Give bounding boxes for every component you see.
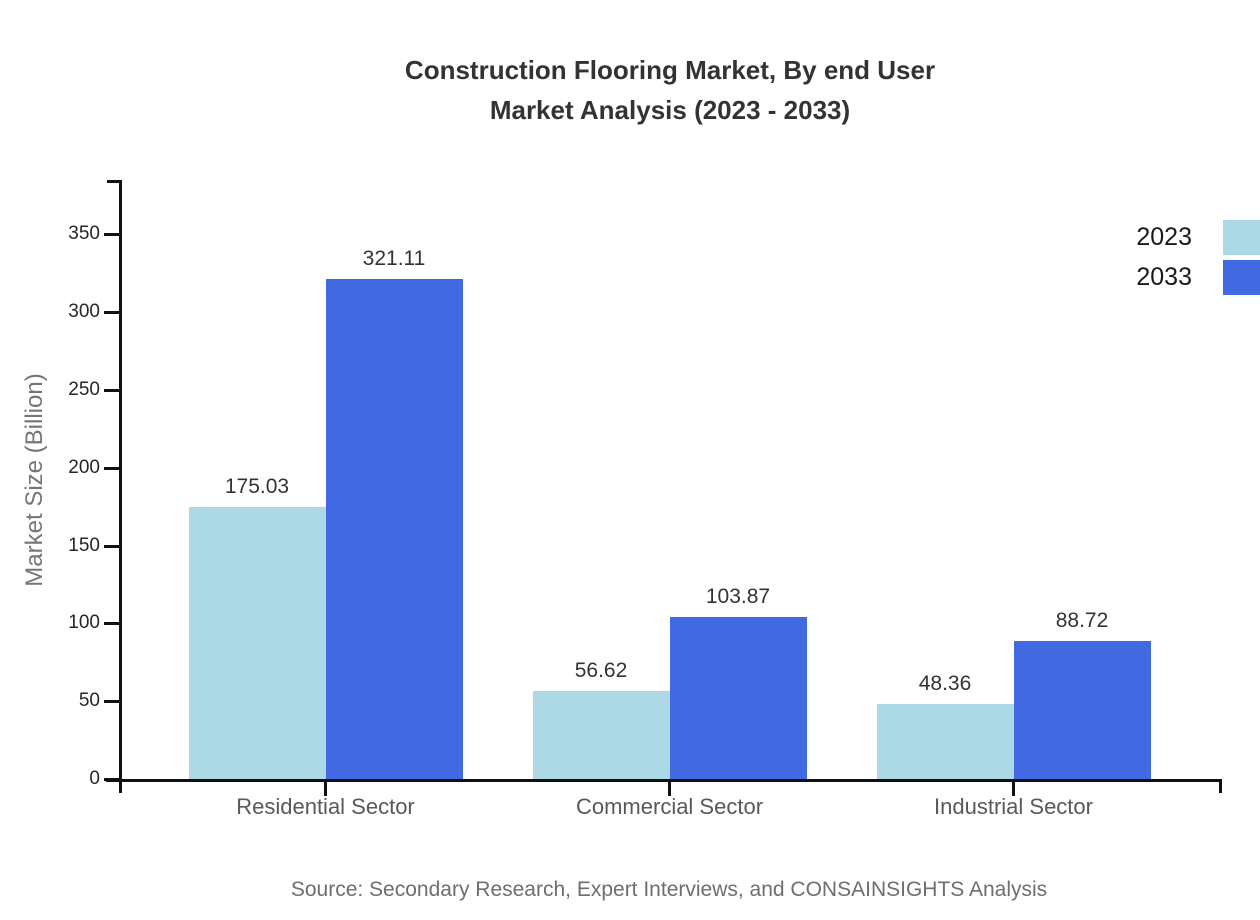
source-note: Source: Secondary Research, Expert Inter… [290,878,1048,901]
bar-value-label: 88.72 [1055,608,1109,632]
y-tick-label: 300 [68,301,100,323]
bar-2033 [1013,640,1151,779]
bar-value-label: 175.03 [224,474,290,498]
y-axis-spine [119,180,122,793]
chart-title: Construction Flooring Market, By end Use… [405,50,935,130]
x-category-label: Industrial Sector [934,794,1093,819]
bar-value-label: 56.62 [574,658,628,682]
y-tick-mark [104,389,119,393]
y-tick-mark [104,233,119,237]
bar-2023 [876,703,1014,779]
bar-2023 [188,506,326,779]
x-axis-spine [106,779,1222,782]
bar-value-label: 321.11 [362,247,426,271]
y-tick-mark [104,311,119,315]
x-axis-end-cap [1219,779,1222,793]
x-tick-mark [668,782,671,796]
y-tick-mark [104,466,119,470]
legend-swatch-2023 [1223,220,1260,255]
legend-label-2023: 2023 [1136,223,1192,251]
y-tick-label: 250 [68,379,100,401]
x-tick-mark [324,782,327,796]
y-axis-end-cap [107,180,119,183]
bar-2023 [532,690,670,779]
chart-title-line1: Construction Flooring Market, By end Use… [404,55,936,85]
chart-title-line2: Market Analysis (2023 - 2033) [489,95,851,125]
y-tick-label: 200 [68,456,100,478]
x-category-label: Commercial Sector [575,794,764,819]
legend-swatch-2033 [1223,259,1260,295]
y-tick-mark [104,622,119,626]
bar-2033 [325,279,463,779]
y-tick-label: 350 [68,223,100,245]
y-tick-label: 100 [68,612,100,634]
x-category-label: Residential Sector [236,794,415,819]
y-tick-label: 150 [68,534,100,556]
bar-2033 [669,617,807,779]
y-tick-mark [104,700,119,704]
legend-label-2033: 2033 [1136,262,1192,291]
y-tick-label: 50 [78,690,100,712]
bar-value-label: 48.36 [918,671,972,695]
x-tick-mark [1012,782,1015,796]
y-tick-label: 0 [89,768,100,789]
bar-value-label: 103.87 [705,585,771,609]
y-tick-mark [104,544,119,548]
y-tick-mark [104,778,119,781]
